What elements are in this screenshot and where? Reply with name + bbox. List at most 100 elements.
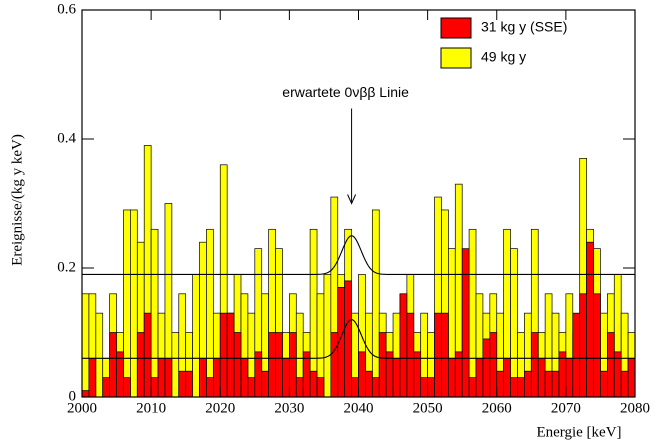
bar xyxy=(150,377,159,398)
bar xyxy=(579,293,587,398)
x-tick-label: 2060 xyxy=(482,400,512,416)
bar xyxy=(378,332,387,398)
y-axis-label: Ereignisse/(kg y keV) xyxy=(9,134,25,266)
bar xyxy=(448,357,456,398)
y-tick-label: 0.2 xyxy=(57,259,76,275)
x-tick-label: 2030 xyxy=(274,400,304,416)
x-axis-label: Energie [keV] xyxy=(536,424,621,440)
bar xyxy=(123,377,131,398)
bar xyxy=(226,312,235,398)
bar xyxy=(392,357,401,398)
bar xyxy=(406,312,415,398)
x-tick-label: 2070 xyxy=(551,400,581,416)
bar xyxy=(157,357,166,398)
bar xyxy=(275,332,283,398)
y-tick-label: 0.6 xyxy=(57,1,76,17)
bar xyxy=(95,312,104,398)
bar xyxy=(572,312,581,398)
bar xyxy=(344,280,352,398)
bar xyxy=(150,228,159,398)
bar xyxy=(420,377,428,398)
x-tick-label: 2000 xyxy=(67,400,97,416)
bar xyxy=(143,312,152,398)
annotation: erwartete 0νββ Linie xyxy=(282,84,409,100)
bar xyxy=(358,351,366,398)
bar xyxy=(565,357,574,398)
x-tick-label: 2080 xyxy=(620,400,650,416)
bar xyxy=(261,370,269,398)
bar xyxy=(178,370,187,398)
bar xyxy=(109,332,117,398)
bar xyxy=(185,370,193,398)
bar xyxy=(551,370,560,398)
bar xyxy=(510,248,518,398)
bar xyxy=(268,332,276,398)
bar xyxy=(496,370,505,398)
bar xyxy=(219,312,228,398)
bar xyxy=(586,241,594,398)
fit-curve xyxy=(82,319,635,359)
bar xyxy=(524,370,532,398)
bar xyxy=(240,357,249,398)
bar xyxy=(475,357,484,398)
x-tick-label: 2020 xyxy=(205,400,235,416)
bar xyxy=(330,332,339,398)
bar xyxy=(212,357,221,398)
bar xyxy=(81,390,90,398)
arrow-head xyxy=(347,194,357,205)
legend-label: 49 kg y xyxy=(481,49,526,65)
bar xyxy=(295,377,304,398)
bar xyxy=(510,377,518,398)
bar xyxy=(206,377,214,398)
bar xyxy=(537,357,546,398)
bar xyxy=(365,370,373,398)
bar xyxy=(530,332,539,398)
bar xyxy=(316,377,325,398)
bar xyxy=(282,357,290,398)
bar xyxy=(371,377,380,398)
bar xyxy=(461,248,470,398)
bar xyxy=(289,332,297,398)
x-tick-label: 2040 xyxy=(344,400,374,416)
bar xyxy=(503,357,511,398)
bar xyxy=(544,370,553,398)
bar xyxy=(399,293,408,398)
bar xyxy=(468,228,477,398)
bar xyxy=(351,377,359,398)
bar xyxy=(468,377,477,398)
bar xyxy=(130,209,138,398)
bar xyxy=(171,332,180,398)
bar xyxy=(192,274,200,398)
legend-swatch xyxy=(440,47,472,69)
bar xyxy=(102,377,111,398)
bar xyxy=(600,370,608,398)
bar xyxy=(309,370,318,398)
bar xyxy=(627,357,636,398)
bar xyxy=(620,370,629,398)
bar xyxy=(434,312,442,398)
bar xyxy=(606,332,615,398)
y-tick-label: 0 xyxy=(69,388,77,404)
bar xyxy=(136,332,145,398)
bar xyxy=(199,357,207,398)
bar xyxy=(247,377,256,398)
bar xyxy=(482,338,491,398)
bar xyxy=(427,377,435,398)
y-tick-label: 0.4 xyxy=(57,130,76,146)
bar xyxy=(123,209,131,398)
bar xyxy=(233,332,242,398)
bar xyxy=(206,228,214,398)
legend-label: 31 kg y (SSE) xyxy=(481,19,567,35)
bar xyxy=(517,377,525,398)
bar xyxy=(81,293,90,398)
bar xyxy=(164,357,173,398)
bar xyxy=(593,293,601,398)
bar xyxy=(371,209,380,398)
bar xyxy=(88,357,97,398)
fit-curve xyxy=(82,235,635,275)
legend-swatch xyxy=(440,17,472,39)
x-tick-label: 2010 xyxy=(136,400,166,416)
bar xyxy=(441,312,449,398)
bar xyxy=(323,274,332,398)
